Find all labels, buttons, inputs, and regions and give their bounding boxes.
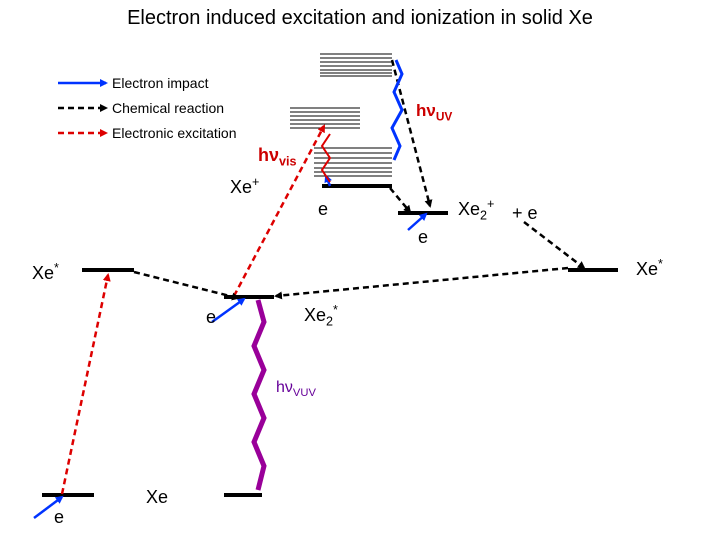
electron-label-ionization: e [318, 199, 329, 219]
middle-band-levels [290, 107, 360, 129]
hv-uv-photon-wave [390, 59, 404, 161]
legend-chemical-reaction-label: Chemical reaction [112, 100, 225, 116]
energy-levels [42, 184, 618, 497]
xe-plus-label: Xe+ [230, 175, 260, 197]
reaction-xe2-plus-to-xe-star [523, 221, 586, 270]
excitation-xe2-star-to-xe-plus-band [232, 124, 326, 297]
electron-impact-xe2-star [211, 297, 246, 324]
xe-star-left-label: Xe* [32, 261, 59, 283]
xe-ground-label: Xe [146, 487, 169, 507]
legend-electron-impact-label: Electron impact [112, 75, 209, 91]
hv-vis-label: hνvis [258, 145, 297, 169]
top-band-levels [320, 53, 392, 77]
electron-impact-arrows [33, 174, 428, 519]
lower-band-levels [314, 147, 392, 177]
electron-impact-xe2-plus [407, 212, 428, 231]
electron-impact-ground [33, 495, 64, 519]
page-title: Electron induced excitation and ionizati… [127, 7, 593, 29]
electron-label-bottom: e [54, 507, 65, 527]
chemical-reaction-arrows [133, 59, 586, 301]
xe2-plus-label: Xe2+ [458, 197, 495, 223]
hv-vis-photon-wave [320, 133, 332, 183]
reaction-xe-star-right-to-xe2-star [274, 266, 569, 300]
excitation-xe-to-xe-star [60, 273, 111, 495]
hv-vuv-photon-wave [251, 299, 267, 491]
reaction-xe-star-to-xe2-star [133, 270, 240, 301]
electron-label-xe2-plus: e [418, 227, 429, 247]
reaction-xe-plus-to-xe2-plus [389, 187, 412, 214]
xe-star-right-label: Xe* [636, 257, 663, 279]
hv-vuv-label: hνVUV [276, 379, 316, 400]
plus-e-label: + e [512, 203, 538, 223]
electronic-excitation-arrows [60, 124, 326, 495]
legend-electronic-excitation-label: Electronic excitation [112, 125, 237, 141]
electron-label-mid-left: e [206, 307, 217, 327]
xe2-star-label: Xe2* [304, 303, 338, 329]
hv-uv-label: hνUV [416, 101, 453, 124]
